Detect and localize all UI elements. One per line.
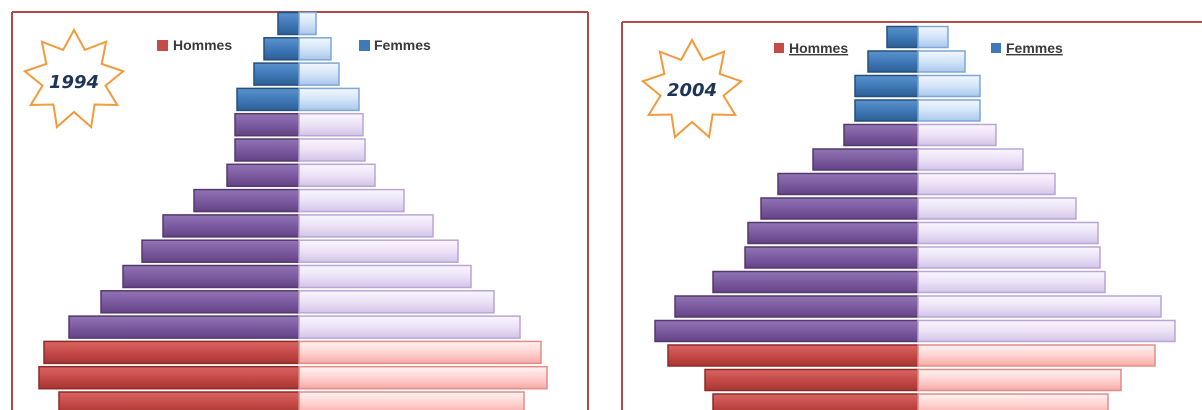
bar-femmes-8 xyxy=(917,197,1077,220)
bar-femmes-12 xyxy=(298,87,360,112)
bar-hommes-8 xyxy=(193,188,300,213)
bar-hommes-10 xyxy=(812,148,919,171)
bar-femmes-0 xyxy=(298,391,525,410)
bar-femmes-7 xyxy=(298,214,434,238)
star-shape xyxy=(22,27,126,129)
bar-hommes-1 xyxy=(38,365,300,390)
bar-hommes-10 xyxy=(234,138,300,162)
legend-swatch-femmes xyxy=(359,40,370,51)
year-label: 2004 xyxy=(667,80,717,101)
bar-hommes-14 xyxy=(867,50,919,73)
bar-femmes-15 xyxy=(917,25,949,49)
bar-femmes-1 xyxy=(298,365,548,390)
bar-hommes-11 xyxy=(843,123,919,147)
bar-hommes-15 xyxy=(886,25,919,49)
legend-label-hommes: Hommes xyxy=(173,37,232,53)
bar-femmes-4 xyxy=(917,295,1162,318)
bar-hommes-15 xyxy=(277,11,300,36)
panel-2004: Hommes Femmes 2004 xyxy=(621,21,1202,410)
legend-label-femmes: Femmes xyxy=(1006,40,1063,56)
bar-hommes-12 xyxy=(236,87,300,112)
year-badge-1994: 1994 xyxy=(22,27,126,129)
bar-femmes-4 xyxy=(298,290,495,314)
bar-femmes-12 xyxy=(917,99,981,122)
bar-hommes-4 xyxy=(674,295,919,318)
bar-femmes-0 xyxy=(917,393,1109,410)
bar-hommes-2 xyxy=(667,344,919,367)
bar-hommes-3 xyxy=(68,315,300,339)
bar-femmes-6 xyxy=(917,246,1101,269)
bar-femmes-10 xyxy=(298,138,366,162)
star-shape xyxy=(640,37,744,139)
bar-hommes-2 xyxy=(43,340,300,365)
bar-hommes-13 xyxy=(854,74,919,98)
bar-hommes-1 xyxy=(704,368,919,392)
bar-femmes-15 xyxy=(298,11,317,36)
year-label: 1994 xyxy=(49,72,99,93)
bar-femmes-14 xyxy=(917,50,966,73)
bar-femmes-3 xyxy=(917,319,1176,343)
bar-hommes-14 xyxy=(263,37,300,61)
legend-swatch-hommes xyxy=(774,43,784,53)
bar-hommes-5 xyxy=(712,270,919,294)
bar-femmes-9 xyxy=(298,163,376,188)
bar-femmes-14 xyxy=(298,37,332,61)
bar-hommes-4 xyxy=(100,290,300,314)
bar-femmes-13 xyxy=(917,74,981,98)
bar-hommes-7 xyxy=(162,214,300,238)
bar-hommes-6 xyxy=(744,246,919,269)
bar-femmes-8 xyxy=(298,188,405,213)
legend-label-hommes: Hommes xyxy=(789,40,848,56)
bar-femmes-3 xyxy=(298,315,521,339)
legend-1994: Hommes Femmes xyxy=(157,37,431,53)
year-badge-2004: 2004 xyxy=(640,37,744,139)
bar-hommes-9 xyxy=(226,163,300,188)
bar-hommes-5 xyxy=(122,264,300,289)
bar-hommes-0 xyxy=(58,391,300,410)
bar-femmes-1 xyxy=(917,368,1122,392)
legend-2004: Hommes Femmes xyxy=(774,40,1063,56)
bars-1994 xyxy=(38,11,548,410)
bar-hommes-3 xyxy=(654,319,919,343)
bar-femmes-2 xyxy=(298,340,542,365)
bar-femmes-2 xyxy=(917,344,1156,367)
bar-hommes-9 xyxy=(777,172,919,196)
bar-hommes-13 xyxy=(253,62,300,86)
bar-femmes-5 xyxy=(298,264,472,289)
bar-femmes-6 xyxy=(298,239,459,263)
bar-hommes-11 xyxy=(234,112,300,137)
bar-femmes-13 xyxy=(298,62,340,86)
bar-femmes-7 xyxy=(917,221,1099,245)
bar-hommes-8 xyxy=(760,197,919,220)
bar-hommes-0 xyxy=(712,393,919,410)
bar-hommes-6 xyxy=(141,239,300,263)
bar-hommes-7 xyxy=(747,221,919,245)
bar-femmes-5 xyxy=(917,270,1106,294)
legend-label-femmes: Femmes xyxy=(374,37,431,53)
legend-swatch-hommes xyxy=(157,40,168,51)
bar-femmes-11 xyxy=(298,112,364,137)
panel-1994: Hommes Femmes 1994 xyxy=(11,11,589,410)
bar-hommes-12 xyxy=(854,99,919,122)
legend-swatch-femmes xyxy=(991,43,1001,53)
bar-femmes-10 xyxy=(917,148,1024,171)
bar-femmes-11 xyxy=(917,123,997,147)
bar-femmes-9 xyxy=(917,172,1056,196)
bars-2004 xyxy=(654,25,1176,410)
